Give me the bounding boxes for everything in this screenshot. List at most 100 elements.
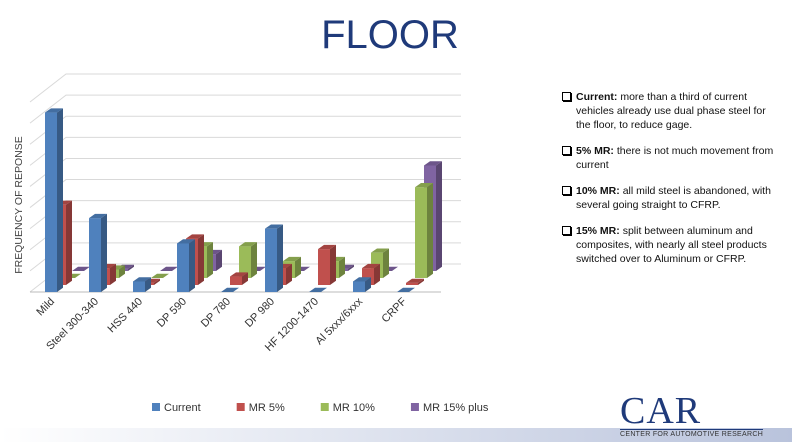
bar-side bbox=[128, 264, 134, 271]
bar-top bbox=[362, 263, 380, 269]
checkbox-icon bbox=[562, 146, 571, 155]
bar-side bbox=[383, 248, 389, 278]
bar-side bbox=[251, 242, 257, 278]
bar-front bbox=[230, 276, 242, 285]
bar-front bbox=[415, 187, 427, 278]
grid-line bbox=[29, 73, 461, 103]
bar bbox=[397, 287, 415, 292]
bar-top bbox=[239, 242, 257, 247]
bar-side bbox=[427, 183, 433, 278]
legend-label: Current bbox=[164, 402, 201, 414]
bar-top bbox=[133, 277, 151, 282]
bar-top bbox=[353, 277, 371, 282]
bar-front bbox=[239, 246, 251, 278]
bar-top bbox=[406, 278, 424, 283]
bar-side bbox=[365, 277, 371, 292]
footer-band bbox=[0, 428, 792, 442]
bar-side bbox=[436, 161, 442, 271]
bar-top bbox=[265, 224, 283, 229]
x-tick-label: Mild bbox=[34, 296, 57, 319]
bar bbox=[230, 272, 248, 285]
bar-side bbox=[330, 244, 336, 285]
bar bbox=[151, 273, 169, 278]
legend-label: MR 15% plus bbox=[423, 402, 489, 414]
bar-side bbox=[57, 108, 63, 292]
legend-swatch bbox=[236, 403, 245, 411]
checkbox-icon bbox=[562, 226, 571, 235]
note-text: there is not much movement from current bbox=[576, 145, 774, 171]
bar-side bbox=[418, 278, 424, 285]
bar-side bbox=[66, 200, 72, 285]
bar bbox=[239, 242, 257, 278]
x-tick-label: DP 980 bbox=[243, 296, 277, 330]
bar bbox=[89, 213, 107, 292]
bar-side bbox=[374, 263, 380, 285]
logo-subtitle: CENTER FOR AUTOMOTIVE RESEARCH bbox=[620, 429, 764, 438]
bar-top bbox=[230, 272, 248, 277]
note-label: 5% MR: bbox=[576, 145, 614, 157]
bar-top bbox=[177, 239, 195, 244]
bar bbox=[415, 183, 433, 278]
bar-front bbox=[353, 281, 365, 292]
note-text: all mild steel is abandoned, with severa… bbox=[576, 185, 771, 211]
bar-side bbox=[198, 234, 204, 285]
bar bbox=[72, 266, 90, 271]
bar bbox=[309, 287, 327, 292]
y-axis-label: FREQUENCY OF REPONSE bbox=[13, 136, 25, 274]
bar bbox=[133, 277, 151, 292]
bar-side bbox=[189, 239, 195, 292]
bar-front bbox=[45, 112, 57, 292]
legend-label: MR 5% bbox=[249, 402, 285, 414]
bar-side bbox=[119, 265, 125, 278]
note-label: Current: bbox=[576, 91, 618, 103]
bar-top bbox=[45, 108, 63, 113]
grid-line bbox=[29, 157, 461, 187]
note-text: more than a third of current vehicles al… bbox=[576, 91, 766, 131]
bar-top bbox=[415, 183, 433, 188]
bar-side bbox=[277, 224, 283, 292]
bar-top bbox=[186, 234, 204, 239]
bar-front bbox=[406, 282, 418, 285]
bar bbox=[221, 287, 239, 292]
note: Current: more than a third of current ve… bbox=[562, 90, 774, 132]
note-label: 15% MR: bbox=[576, 225, 620, 237]
note: 10% MR: all mild steel is abandoned, wit… bbox=[562, 184, 774, 212]
bar bbox=[406, 278, 424, 285]
bar-front bbox=[89, 218, 101, 292]
bar-top bbox=[318, 244, 336, 250]
bar bbox=[160, 266, 178, 271]
bar-top bbox=[160, 266, 178, 271]
bar-side bbox=[110, 263, 116, 285]
bar-side bbox=[339, 256, 345, 278]
bar-top bbox=[72, 266, 90, 271]
grid-line bbox=[29, 136, 461, 166]
x-tick-label: Al 5xxx/6xxx bbox=[313, 295, 365, 347]
legend-swatch bbox=[410, 403, 419, 411]
bar-front bbox=[318, 249, 330, 285]
bar-side bbox=[154, 278, 160, 285]
bar-side bbox=[348, 264, 354, 271]
x-tick-label: HSS 440 bbox=[106, 296, 146, 336]
chart-title: FLOOR bbox=[321, 13, 459, 57]
grid-line bbox=[29, 115, 461, 145]
bar-top bbox=[221, 287, 239, 292]
bar-side bbox=[286, 263, 292, 285]
bar-top bbox=[309, 287, 327, 292]
bar-side bbox=[101, 213, 107, 292]
legend-label: MR 10% bbox=[333, 402, 375, 414]
bar-top bbox=[371, 248, 389, 253]
bar-top bbox=[89, 213, 107, 219]
bar bbox=[45, 108, 63, 292]
bar bbox=[177, 239, 195, 292]
bar-front bbox=[133, 281, 145, 292]
bar-side bbox=[145, 277, 151, 292]
checkbox-icon bbox=[562, 92, 571, 101]
bar-top bbox=[397, 287, 415, 292]
bar-side bbox=[242, 272, 248, 285]
bar bbox=[318, 244, 336, 285]
x-tick-label: DP 780 bbox=[199, 296, 233, 330]
note-text: split between aluminum and composites, w… bbox=[576, 225, 767, 265]
checkbox-icon bbox=[562, 186, 571, 195]
